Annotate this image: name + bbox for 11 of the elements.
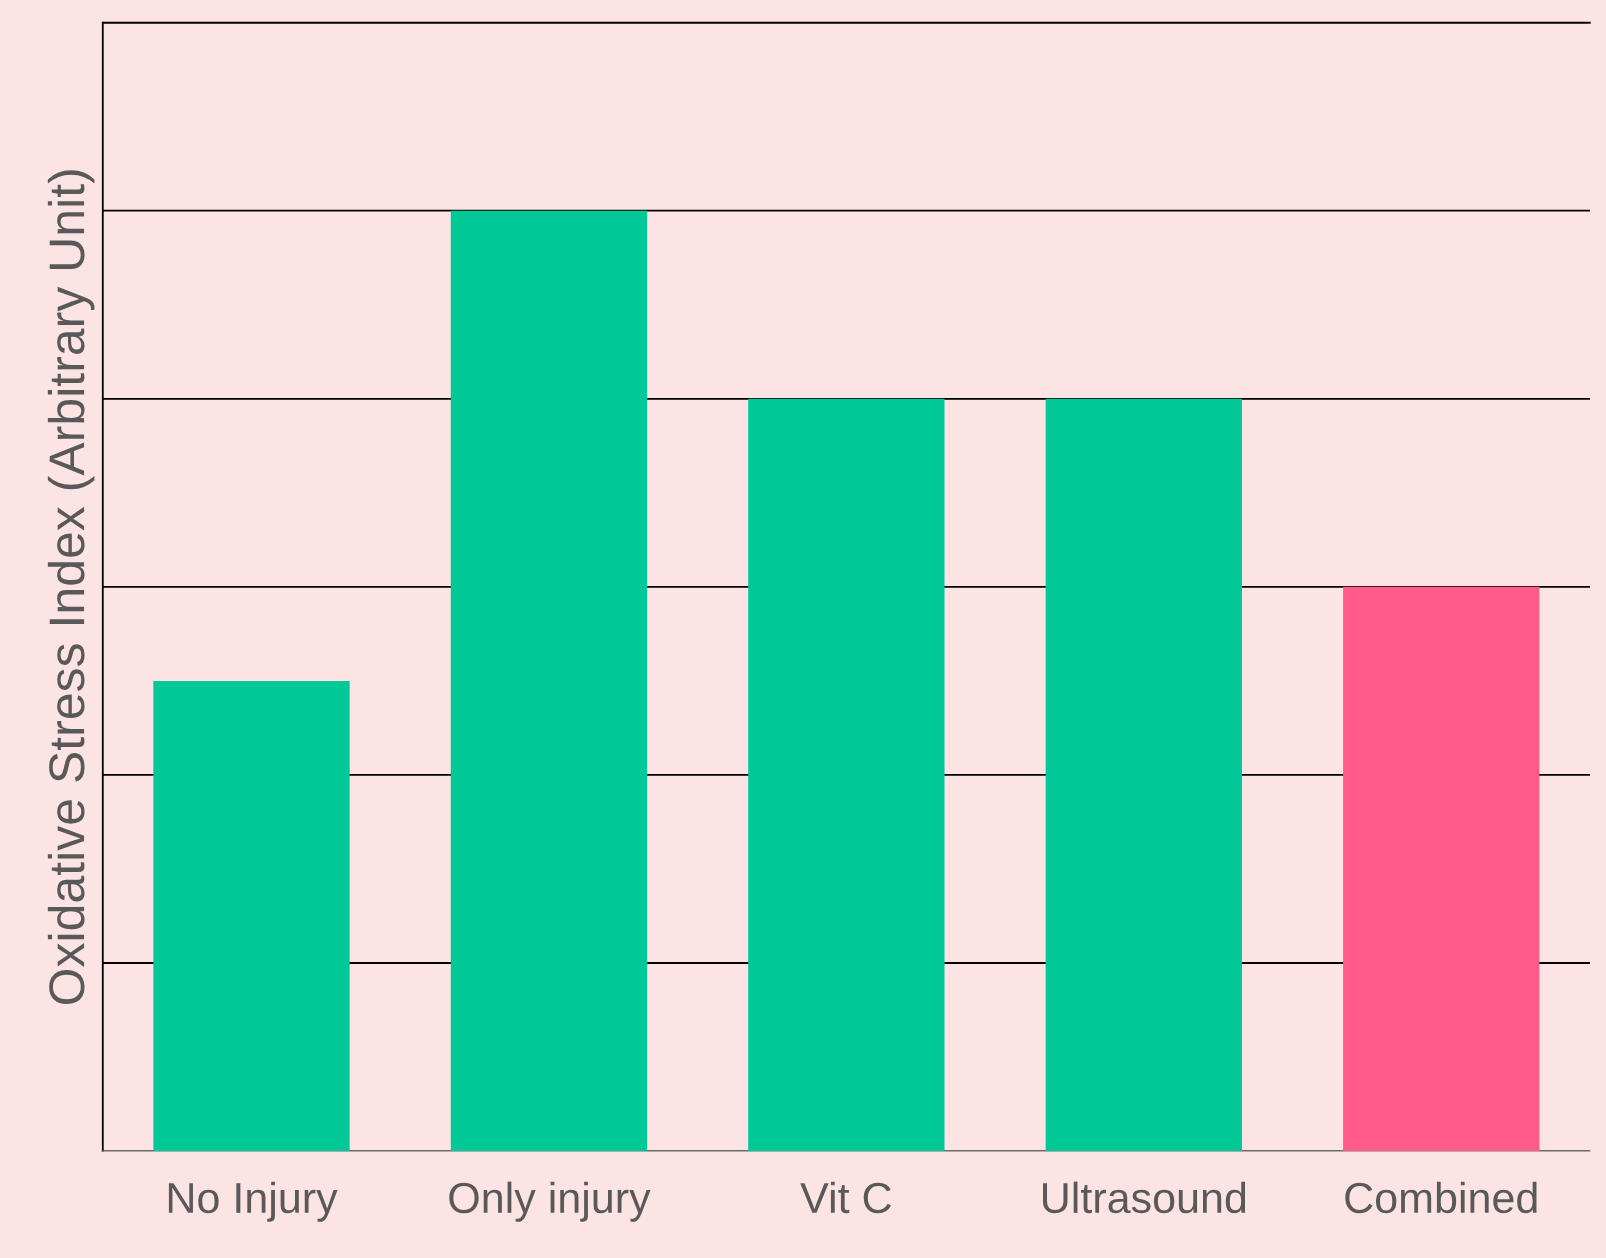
x-tick-label: No Injury	[168, 1181, 338, 1222]
bar	[1045, 398, 1242, 1152]
y-axis-title: Oxidative Stress Index (Arbitrary Unit)	[47, 170, 95, 1005]
bar	[748, 398, 945, 1152]
bar	[153, 680, 350, 1152]
bar	[450, 210, 648, 1152]
x-tick-label: Combined	[1345, 1181, 1537, 1214]
x-tick-label: Only injury	[449, 1181, 651, 1222]
bar	[1343, 586, 1540, 1152]
x-tick-label: Ultrasound	[1043, 1181, 1246, 1214]
x-tick-label: Vit C	[800, 1181, 891, 1214]
